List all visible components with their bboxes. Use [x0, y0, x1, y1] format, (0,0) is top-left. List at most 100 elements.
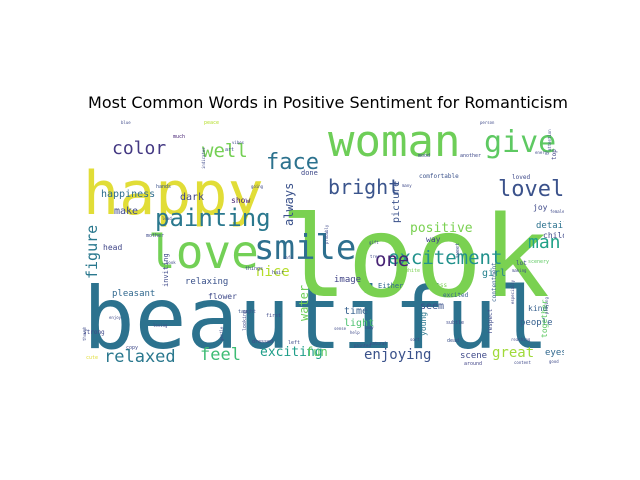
word-inviting: inviting — [162, 253, 170, 287]
word-good: good — [549, 359, 559, 364]
word-look: look — [280, 193, 550, 323]
word-dressed: dressed — [252, 339, 273, 345]
word-young: young — [419, 312, 428, 336]
word-art: art — [225, 147, 234, 153]
word-show: show — [231, 196, 250, 205]
word-vibes: vibes — [232, 140, 245, 145]
word-excited: excited — [443, 292, 469, 299]
word-loved: loved — [512, 174, 530, 181]
word-help: help — [350, 330, 360, 335]
word-nice: nice — [256, 264, 290, 280]
word-child: child — [543, 231, 564, 240]
word-always: always — [282, 183, 296, 226]
word-joy: joy — [533, 203, 548, 212]
word-make: make — [114, 206, 138, 217]
word-lovely: lovely — [498, 177, 564, 202]
word-looking: looking — [242, 310, 248, 331]
word-gentle: gentle — [219, 326, 224, 341]
word-face: face — [266, 150, 319, 175]
word-love: love — [148, 225, 259, 279]
word-reaching: reaching — [511, 337, 531, 342]
word-respect: respect — [487, 308, 494, 334]
word-natural: natural — [370, 341, 387, 346]
word-hands: hands — [156, 184, 171, 190]
word-relaxing: relaxing — [185, 277, 228, 287]
word-comfortable: comfortable — [419, 173, 459, 180]
word-head: head — [103, 243, 122, 252]
word-smile: smile — [254, 228, 356, 268]
word-taught: taught — [238, 309, 256, 315]
word-done: done — [301, 169, 318, 177]
word-feel: feel — [200, 345, 241, 365]
word-though: though — [82, 326, 87, 341]
word-mother: mother — [146, 233, 164, 239]
word-water: water — [297, 285, 311, 321]
word-lead: lead — [162, 216, 172, 221]
word-image: image — [334, 275, 361, 285]
word-dark: dark — [180, 192, 204, 203]
word-time: time — [344, 306, 368, 317]
word-safe: safe — [283, 255, 293, 260]
word-much: much — [173, 134, 185, 140]
word-great: great — [492, 345, 534, 361]
word-many: many — [402, 183, 412, 188]
word-attention: attention — [547, 129, 552, 151]
word-indicates: indicates — [201, 147, 206, 169]
word-subtle: subtle — [446, 320, 464, 326]
word-color: color — [112, 138, 166, 159]
word-happy: happy — [83, 159, 264, 229]
word-left: left — [288, 340, 300, 346]
word-kind: kind — [528, 304, 547, 313]
word-dress: dress — [429, 282, 447, 289]
word-lot: lot — [516, 260, 527, 267]
word-going: going — [251, 184, 264, 189]
word-first: first — [266, 313, 281, 319]
word-woman: woman — [328, 116, 460, 167]
word-cute: cute — [86, 355, 98, 361]
word-gift: gift — [369, 240, 379, 245]
word-detail: detail — [536, 221, 564, 231]
word-give: give — [484, 125, 556, 160]
word-book: book — [166, 260, 176, 265]
word-copy: copy — [126, 345, 138, 351]
word-together: together — [540, 299, 549, 338]
word-especially: especially — [510, 279, 515, 304]
word-enjoying: enjoying — [364, 347, 431, 363]
word-figure: figure — [83, 225, 101, 279]
word-contentment: contentment — [491, 262, 498, 302]
word-beautiful: beautiful — [83, 269, 549, 366]
word-content: content — [514, 360, 531, 365]
word-probably: probably — [324, 224, 329, 244]
word-things: things — [245, 266, 263, 272]
word-enjoy: enjoy — [109, 315, 122, 320]
word-making: making — [512, 268, 527, 273]
word-another: another — [460, 153, 481, 159]
word-bright: bright — [328, 175, 400, 199]
word-lady: lady — [364, 325, 374, 330]
word-white: white — [405, 268, 420, 274]
word-way: way — [426, 235, 441, 244]
word-top: top — [551, 149, 558, 160]
word-positive: positive — [410, 221, 473, 236]
word-excitement: excitement — [388, 247, 502, 269]
word-loving: loving — [153, 323, 168, 328]
word-relaxed: relaxed — [104, 347, 176, 366]
chart-title: Most Common Words in Positive Sentiment … — [88, 93, 568, 112]
word-fun: fun — [306, 345, 328, 359]
word-sort: sort — [410, 337, 420, 342]
word-painted: painted — [354, 343, 371, 348]
word-exciting: exciting — [260, 345, 323, 360]
word-happiness: happiness — [101, 189, 155, 200]
word-eyes: eyes — [545, 348, 564, 358]
word-strong: strong — [83, 329, 105, 336]
word-well: well — [202, 140, 248, 162]
word-dead: dead — [447, 338, 459, 344]
word-one: one — [375, 249, 409, 271]
word-either: Either — [378, 282, 403, 290]
word-female: female — [550, 209, 564, 214]
word-picture: picture — [391, 181, 402, 223]
word-man: man — [528, 232, 561, 253]
word-sense: sense — [334, 326, 347, 331]
word-blue: blue — [121, 120, 131, 125]
